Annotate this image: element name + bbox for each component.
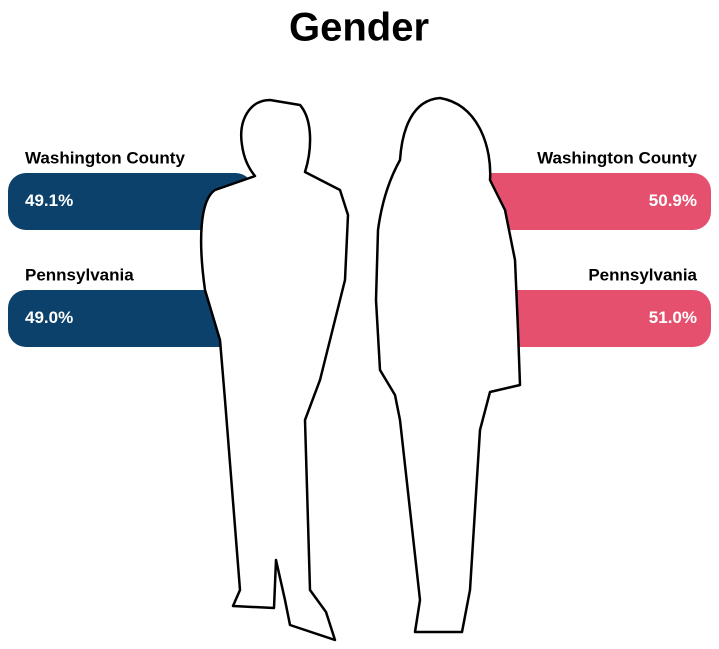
category-label: Pennsylvania [25,265,134,284]
category-label: Washington County [25,148,185,167]
chart-title: Gender [289,6,429,50]
silhouettes [201,98,520,640]
category-label: Washington County [537,148,697,167]
value-label: 50.9% [649,191,697,210]
value-label: 49.0% [25,308,73,327]
category-label: Pennsylvania [588,265,697,284]
chart: Gender Washington County 49.1% Pennsylvani… [0,0,719,649]
value-label: 51.0% [649,308,697,327]
value-label: 49.1% [25,191,73,210]
bars [8,173,711,347]
